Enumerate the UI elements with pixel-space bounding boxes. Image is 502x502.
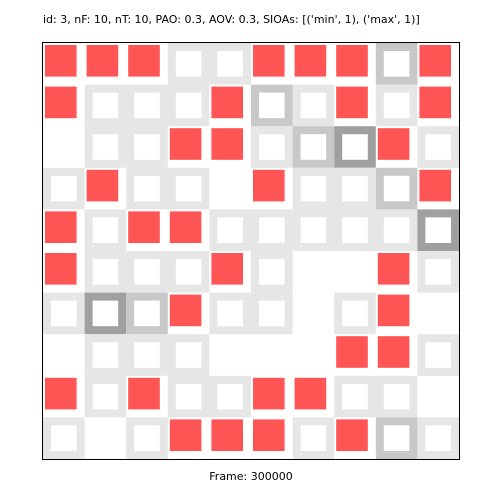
trail-cell	[292, 126, 335, 168]
trail-cell	[167, 43, 210, 85]
trail-cell	[209, 375, 251, 418]
trail-cell	[375, 375, 418, 418]
trail-cell	[209, 209, 251, 251]
agent-cell	[211, 419, 243, 451]
grid-svg	[43, 43, 459, 459]
agent-cell	[336, 86, 368, 119]
trail-cell	[84, 334, 127, 376]
trail-cell	[84, 209, 127, 251]
agent-cell	[336, 45, 368, 77]
agent-cell	[211, 253, 243, 285]
agent-cell	[169, 419, 202, 451]
agent-cell	[128, 45, 160, 77]
trail-cell	[375, 167, 418, 210]
trail-cell	[292, 417, 335, 459]
trail-cell	[209, 43, 251, 85]
agent-cell	[169, 294, 202, 327]
agent-cell	[128, 211, 160, 243]
trail-cell	[126, 251, 168, 293]
agent-cell	[253, 169, 285, 202]
agent-cell	[45, 253, 77, 285]
trail-cell	[84, 84, 127, 127]
trail-cell	[43, 417, 85, 459]
trail-cell	[417, 334, 459, 376]
trail-cell	[417, 209, 459, 251]
trail-cell	[84, 375, 127, 418]
trail-cell	[209, 292, 251, 335]
trail-cell	[251, 126, 293, 168]
plot-title: id: 3, nF: 10, nT: 10, PAO: 0.3, AOV: 0.…	[43, 13, 420, 26]
trail-cell	[292, 167, 335, 210]
trail-cell	[126, 292, 168, 335]
agent-cell	[45, 211, 77, 243]
trail-cell	[334, 209, 376, 251]
trail-cell	[126, 84, 168, 127]
frame-label: Frame: 300000	[209, 470, 293, 483]
trail-cell	[334, 167, 376, 210]
trail-cell	[375, 84, 418, 127]
trail-cell	[167, 84, 210, 127]
agent-cell	[169, 211, 202, 243]
trail-cell	[417, 126, 459, 168]
agent-cell	[377, 128, 410, 160]
trail-cell	[167, 334, 210, 376]
trail-cell	[43, 167, 85, 210]
agent-cell	[419, 169, 451, 202]
trail-cell	[167, 375, 210, 418]
trail-cell	[167, 251, 210, 293]
trail-cell	[126, 167, 168, 210]
trail-cell	[84, 292, 127, 335]
agent-cell	[169, 128, 202, 160]
agent-cell	[377, 253, 410, 285]
trail-cell	[84, 126, 127, 168]
agent-cell	[128, 377, 160, 410]
agent-cell	[336, 336, 368, 368]
agent-cell	[45, 45, 77, 77]
agent-cell	[211, 128, 243, 160]
agent-cell	[419, 45, 451, 77]
trail-cell	[417, 417, 459, 459]
trail-cell	[417, 251, 459, 293]
agent-cell	[86, 45, 119, 77]
trail-cell	[251, 84, 293, 127]
agent-cell	[294, 45, 327, 77]
agent-cell	[253, 45, 285, 77]
agent-cell	[377, 294, 410, 327]
trail-cell	[292, 84, 335, 127]
agent-cell	[45, 86, 77, 119]
trail-cell	[43, 292, 85, 335]
trail-cell	[126, 417, 168, 459]
agent-cell	[253, 377, 285, 410]
agent-cell	[377, 336, 410, 368]
trail-cell	[251, 209, 293, 251]
trail-cell	[126, 126, 168, 168]
agent-cell	[419, 86, 451, 119]
agent-cell	[211, 86, 243, 119]
agent-cell	[253, 419, 285, 451]
trail-cell	[126, 334, 168, 376]
trail-cell	[167, 167, 210, 210]
trail-cell	[375, 209, 418, 251]
agent-cell	[336, 419, 368, 451]
grid-board	[42, 42, 460, 460]
trail-cell	[292, 209, 335, 251]
trail-cell	[84, 251, 127, 293]
trail-cell	[334, 375, 376, 418]
agent-cell	[294, 377, 327, 410]
trail-cell	[375, 417, 418, 459]
trail-cell	[251, 292, 293, 335]
agent-cell	[86, 169, 119, 202]
trail-cell	[375, 43, 418, 85]
agent-cell	[45, 377, 77, 410]
trail-cell	[251, 251, 293, 293]
trail-cell	[334, 292, 376, 335]
trail-cell	[334, 126, 376, 168]
